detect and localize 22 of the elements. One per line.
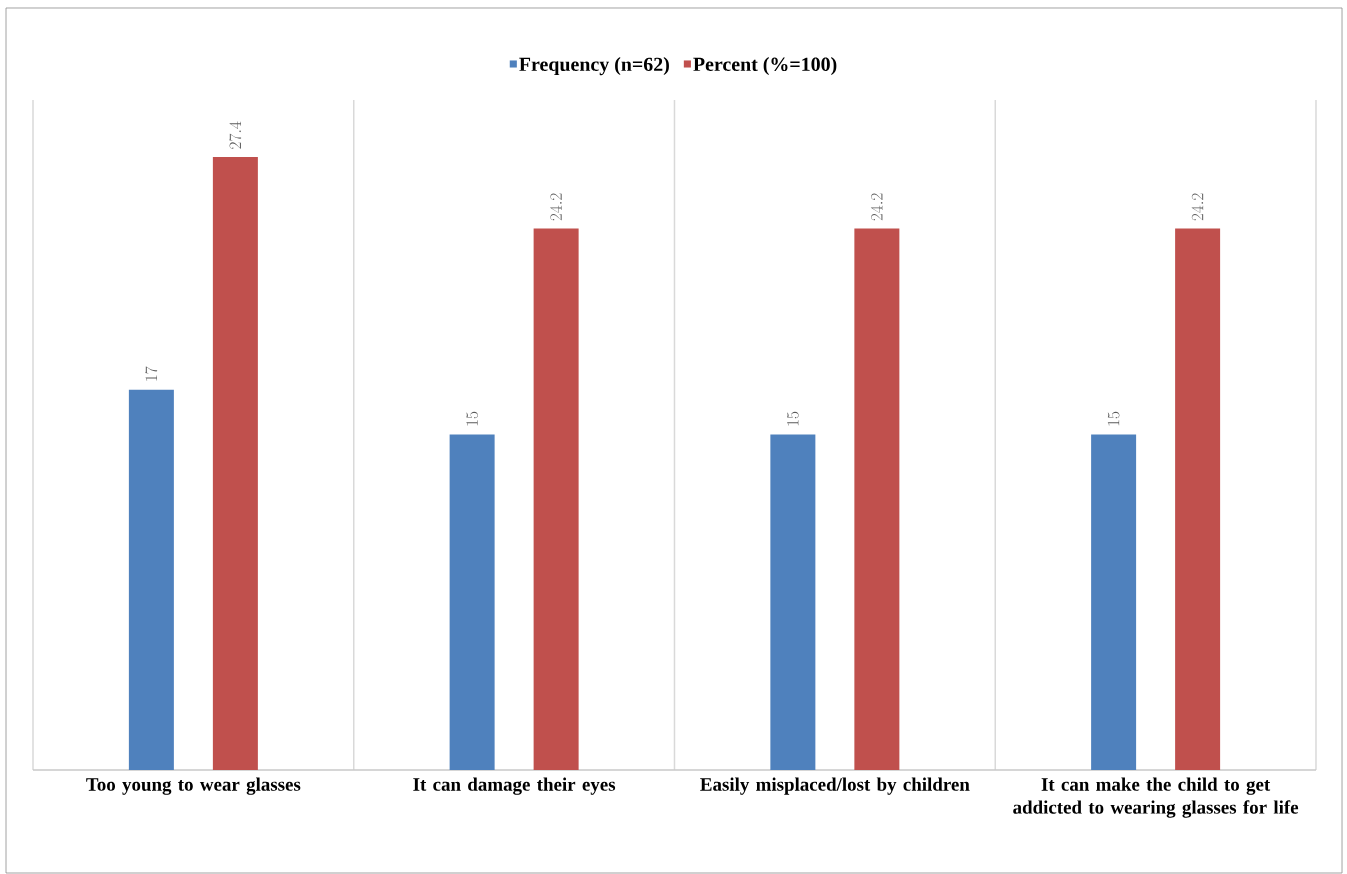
bar xyxy=(770,434,816,770)
x-tick-label: It can damage their eyes xyxy=(413,777,616,795)
data-label: 15 xyxy=(787,411,799,426)
data-label: 17 xyxy=(145,366,158,381)
legend-label: Frequency (n=62) xyxy=(519,57,669,76)
bar xyxy=(128,389,174,770)
data-label: 24.2 xyxy=(1191,193,1204,221)
bar xyxy=(854,228,900,770)
data-label: 27.4 xyxy=(229,121,242,149)
x-tick-label: Too young to wear glasses xyxy=(86,777,301,795)
x-tick-label: Easily misplaced/lost by children xyxy=(700,777,970,795)
bar xyxy=(1091,434,1137,770)
bar xyxy=(212,157,258,770)
data-label: 24.2 xyxy=(550,193,562,221)
data-label: 15 xyxy=(466,411,478,426)
bar xyxy=(533,228,579,770)
x-tick-label: It can make the child to get addicted to wearing glasses for life xyxy=(1013,777,1299,818)
legend-label: Percent (%=100) xyxy=(693,57,837,76)
data-label: 24.2 xyxy=(870,193,883,221)
data-label: 15 xyxy=(1107,411,1120,426)
bar xyxy=(449,434,495,770)
bar xyxy=(1175,228,1221,770)
